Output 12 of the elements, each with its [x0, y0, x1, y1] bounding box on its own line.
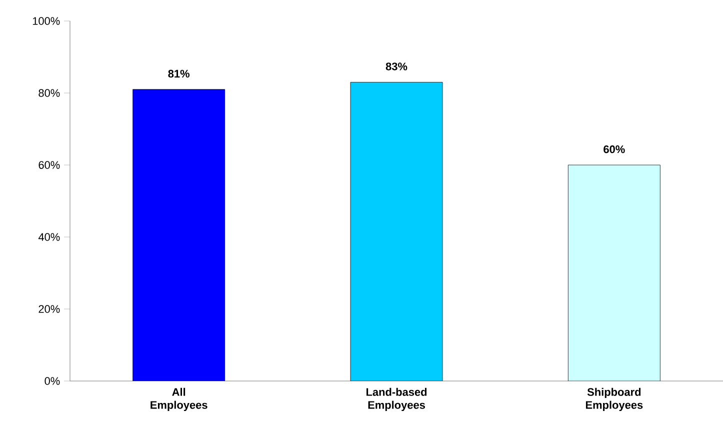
data-label: 60% — [604, 145, 625, 154]
x-tick-label: Land-based Employees — [366, 388, 427, 412]
data-label: 81% — [168, 70, 190, 78]
x-tick-label: Shipboard Employees — [586, 388, 643, 412]
y-tick-label: 0% — [44, 377, 60, 385]
y-tick-label: 40% — [38, 233, 60, 241]
y-tick-label: 100% — [32, 17, 60, 25]
y-tick-label: 60% — [38, 161, 60, 169]
y-tick-label: 20% — [38, 305, 60, 313]
data-label: 83% — [386, 62, 408, 70]
y-tick-label: 80% — [38, 89, 60, 97]
x-tick-label: All Employees — [150, 388, 208, 412]
